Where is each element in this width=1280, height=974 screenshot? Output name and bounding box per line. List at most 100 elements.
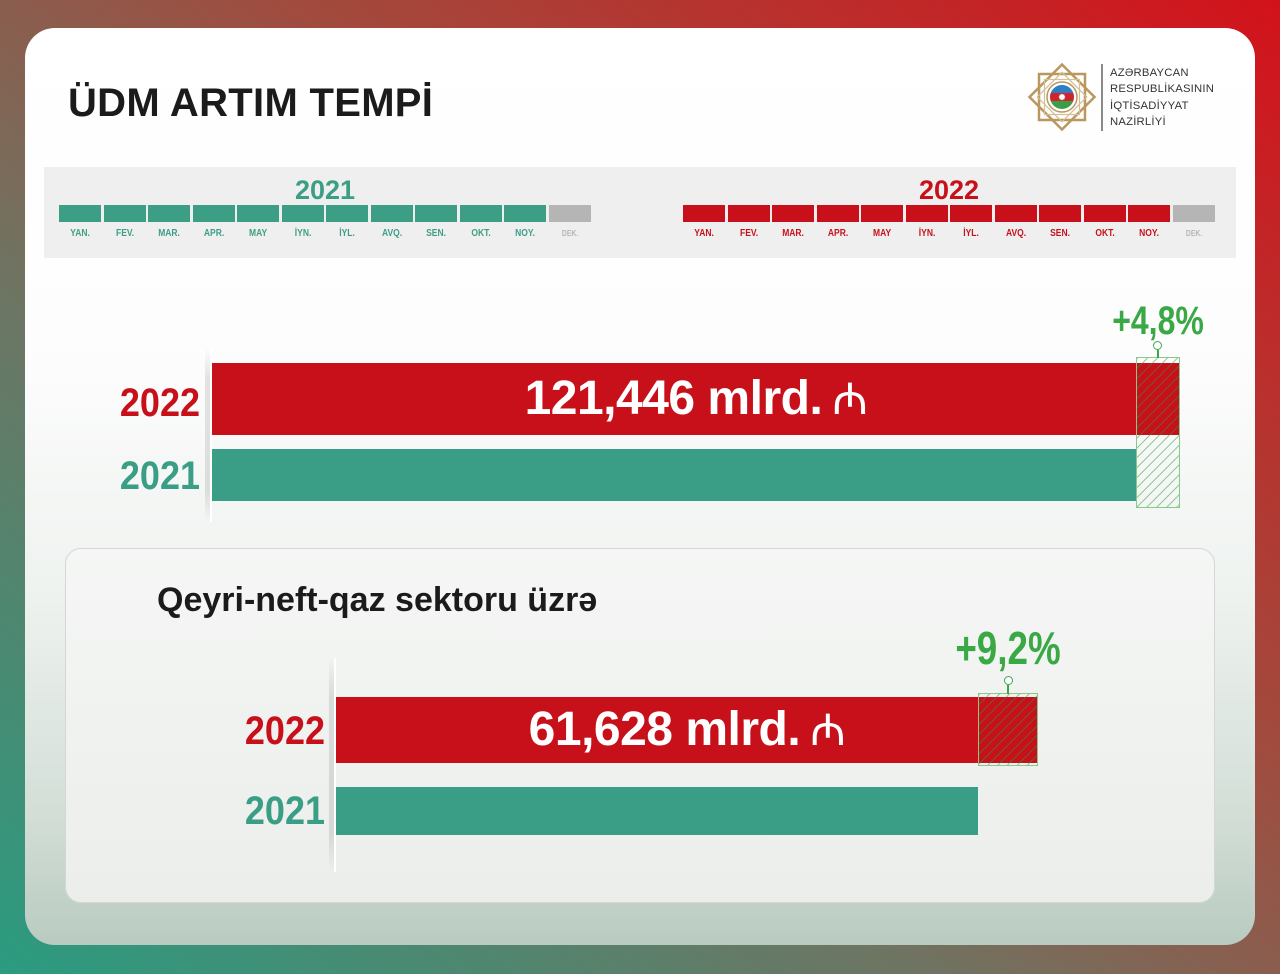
chart-plot-area: 2022 2021 61,628 mlrd. ₼ +9,2% bbox=[245, 620, 1061, 872]
chart-axis-line bbox=[205, 348, 212, 522]
month-2022-7: İYL. bbox=[950, 205, 993, 240]
month-2021-3: MAR. bbox=[148, 205, 191, 240]
month-label: NOY. bbox=[515, 228, 536, 239]
month-label: MAY bbox=[873, 228, 892, 239]
growth-percent-label: +9,2% bbox=[955, 622, 1061, 674]
month-label: DEK. bbox=[561, 229, 579, 238]
month-label: DEK. bbox=[1185, 229, 1203, 238]
month-2021-7: İYL. bbox=[326, 205, 369, 240]
ministry-name-line: NAZİRLİYİ bbox=[1110, 115, 1166, 128]
month-2021-11: NOY. bbox=[504, 205, 547, 240]
month-bar bbox=[772, 205, 815, 222]
category-label-2022: 2022 bbox=[244, 709, 325, 753]
ministry-name-line: İQTİSADİYYAT bbox=[1110, 99, 1189, 112]
month-bar bbox=[103, 205, 146, 222]
growth-marker-dot bbox=[1003, 676, 1013, 685]
month-2021-1: YAN. bbox=[59, 205, 102, 240]
ministry-name-line: RESPUBLİKASININ bbox=[1110, 83, 1215, 96]
month-2022-8: AVQ. bbox=[994, 205, 1037, 240]
month-bar bbox=[727, 205, 770, 222]
manat-sign: ₼ bbox=[810, 705, 846, 756]
month-2021-9: SEN. bbox=[415, 205, 458, 240]
month-label: MAR. bbox=[158, 228, 180, 239]
month-2022-12: DEK. bbox=[1172, 205, 1215, 240]
category-label-2021: 2021 bbox=[244, 789, 325, 833]
month-bar bbox=[59, 205, 102, 222]
timeline-year-2022: 2022 bbox=[918, 175, 980, 205]
month-label: AVQ. bbox=[381, 228, 402, 239]
growth-percent-label: +4,8% bbox=[1112, 299, 1204, 343]
month-2022-4: APR. bbox=[816, 205, 859, 240]
month-bar bbox=[281, 205, 324, 222]
month-label: FEV. bbox=[739, 228, 758, 239]
month-label: APR. bbox=[827, 228, 848, 239]
month-2022-10: OKT. bbox=[1083, 205, 1126, 240]
month-2022-1: YAN. bbox=[683, 205, 726, 240]
bar-2021 bbox=[212, 449, 1136, 501]
month-bar bbox=[1083, 205, 1126, 222]
month-label: OKT. bbox=[471, 228, 491, 239]
month-label: FEV. bbox=[115, 228, 134, 239]
month-bar bbox=[148, 205, 191, 222]
month-2021-2: FEV. bbox=[103, 205, 146, 240]
month-2022-6: İYN. bbox=[905, 205, 948, 240]
timeline-months-2022: YAN. FEV. MAR. APR. MAY İYN. İYL. AVQ. SEN. OKT. N… bbox=[683, 205, 1215, 240]
timeline-year-2021: 2021 bbox=[294, 175, 356, 205]
month-bar bbox=[683, 205, 726, 222]
growth-marker-dot bbox=[1153, 341, 1163, 350]
growth-marker-stem bbox=[1007, 685, 1009, 694]
month-2022-5: MAY bbox=[861, 205, 904, 240]
month-label: OKT. bbox=[1095, 228, 1115, 239]
month-label: İYN. bbox=[294, 228, 311, 239]
month-bar bbox=[861, 205, 904, 222]
bar-value-amount: 61,628 mlrd. bbox=[528, 703, 801, 756]
month-bar bbox=[1128, 205, 1171, 222]
bar-2022: 121,446 mlrd. ₼ bbox=[212, 363, 1180, 435]
month-bar bbox=[548, 205, 591, 222]
month-label: İYN. bbox=[918, 228, 935, 239]
month-2021-6: İYN. bbox=[281, 205, 324, 240]
month-bar bbox=[816, 205, 859, 222]
bar-2021 bbox=[336, 787, 979, 835]
month-2022-3: MAR. bbox=[772, 205, 815, 240]
growth-delta-box: +4,8% bbox=[1112, 301, 1204, 508]
timeline-months-2021: YAN. FEV. MAR. APR. MAY İYN. İYL. AVQ. SEN. OKT. N… bbox=[59, 205, 591, 240]
month-bar bbox=[370, 205, 413, 222]
manat-sign: ₼ bbox=[832, 374, 868, 425]
bar-2022: 61,628 mlrd. ₼ bbox=[336, 697, 1038, 763]
growth-delta-box: +9,2% bbox=[956, 625, 1061, 766]
month-label: NOY. bbox=[1139, 228, 1160, 239]
month-label: AVQ. bbox=[1005, 228, 1026, 239]
ministry-emblem-icon bbox=[1027, 62, 1097, 132]
ministry-name: AZƏRBAYCAN RESPUBLİKASININ İQTİSADİYYAT … bbox=[1110, 65, 1214, 130]
month-2022-2: FEV. bbox=[727, 205, 770, 240]
month-label: SEN. bbox=[1050, 228, 1071, 239]
month-bar bbox=[950, 205, 993, 222]
month-bar bbox=[415, 205, 458, 222]
bar-value-label: 61,628 mlrd. ₼ bbox=[529, 706, 846, 754]
month-label: MAY bbox=[249, 228, 268, 239]
month-2022-11: NOY. bbox=[1128, 205, 1171, 240]
month-label: YAN. bbox=[70, 228, 90, 239]
month-2021-4: APR. bbox=[192, 205, 235, 240]
month-bar bbox=[905, 205, 948, 222]
month-label: MAR. bbox=[782, 228, 804, 239]
chart-plot-area: 2022 2021 121,446 mlrd. ₼ +4,8% bbox=[120, 300, 1204, 522]
bar-value-amount: 121,446 mlrd. bbox=[524, 372, 823, 425]
month-bar bbox=[326, 205, 369, 222]
month-label: İYL. bbox=[963, 228, 980, 239]
chart-axis-line bbox=[329, 658, 336, 872]
month-bar bbox=[192, 205, 235, 222]
month-bar bbox=[994, 205, 1037, 222]
page-title: ÜDM ARTIM TEMPİ bbox=[68, 81, 434, 125]
category-label-2021: 2021 bbox=[119, 454, 200, 498]
month-label: APR. bbox=[203, 228, 224, 239]
ministry-name-line: AZƏRBAYCAN bbox=[1110, 67, 1189, 79]
month-2021-12: DEK. bbox=[548, 205, 591, 240]
month-2021-8: AVQ. bbox=[370, 205, 413, 240]
month-label: SEN. bbox=[426, 228, 447, 239]
growth-marker-stem bbox=[1157, 350, 1159, 358]
bar-value-label: 121,446 mlrd. ₼ bbox=[525, 375, 868, 423]
logo-divider bbox=[1101, 64, 1103, 131]
month-label: İYL. bbox=[339, 228, 356, 239]
